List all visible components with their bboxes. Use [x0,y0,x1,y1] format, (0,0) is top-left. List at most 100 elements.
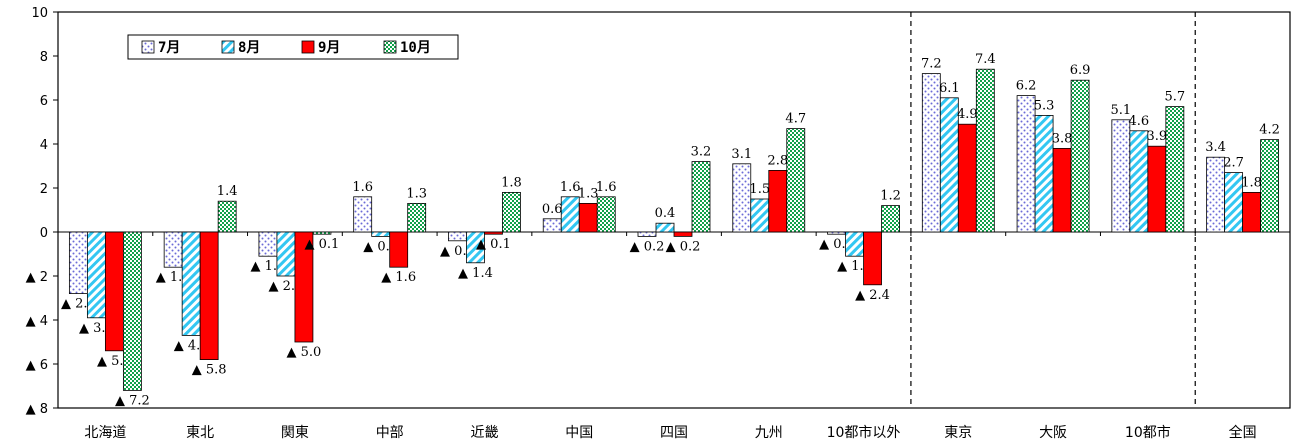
bar [484,231,503,235]
data-label: 1.3 [406,186,427,201]
bar [863,231,882,286]
bar [786,128,806,233]
data-label: ▲ 1.6 [381,270,416,285]
category-label: 近畿 [470,425,498,441]
bar [957,123,977,233]
data-label: 4.6 [1129,114,1150,129]
bar [1070,79,1090,233]
data-label: 1.8 [1241,175,1262,190]
y-tick-label: ▲ 8 [26,402,48,417]
bar [86,231,106,319]
data-label: ▲ 7.2 [115,393,150,408]
y-tick-label: 2 [40,182,48,197]
data-label: 1.5 [749,182,770,197]
legend-label: 9月 [318,40,340,56]
category-label: 大阪 [1039,425,1067,441]
bar [921,73,941,233]
data-label: ▲ 5.8 [192,363,227,378]
legend-swatch [383,40,397,54]
bar [371,231,391,237]
bar [975,68,995,233]
bar [217,200,237,233]
bar [845,231,864,257]
data-label: 1.6 [352,180,373,195]
bar [939,97,959,233]
data-label: 6.1 [939,81,960,96]
category-label: 九州 [755,425,783,441]
category-label: 関東 [281,425,309,441]
y-tick-label: 8 [40,50,48,65]
bar [1165,106,1185,233]
data-label: 3.9 [1147,129,1168,144]
plot-frame [57,11,1291,409]
data-label: 4.9 [957,107,978,122]
data-label: 2.8 [767,153,788,168]
bar [560,196,580,233]
y-tick-label: ▲ 6 [26,358,48,373]
bar [104,231,124,352]
bar [389,231,409,268]
data-label: ▲ 1.4 [458,266,493,281]
bar [1242,191,1262,233]
data-label: 1.3 [578,186,599,201]
bar [637,231,657,237]
data-label: 6.2 [1016,79,1037,94]
category-label: 東北 [186,425,214,441]
legend-swatch [221,40,235,54]
bar [1206,156,1226,233]
y-tick-label: ▲ 4 [26,314,48,329]
data-label: 2.7 [1223,156,1244,171]
y-tick-label: 4 [40,138,48,153]
bar [1147,145,1167,233]
data-label: ▲ 0.1 [476,237,511,252]
legend-swatch [301,40,315,54]
legend: 7月 8月 9月 10月 [127,34,459,60]
bar [276,231,296,277]
bar [750,198,770,233]
data-label: 5.1 [1111,103,1132,118]
y-tick-label: 10 [31,6,48,21]
data-label: 5.7 [1165,90,1186,105]
data-label: ▲ 0.2 [630,239,665,254]
data-label: 1.6 [596,180,617,195]
bar [655,222,675,233]
bar [1224,172,1244,233]
bar [1052,147,1072,233]
bar [691,161,711,233]
data-label: 4.7 [785,112,806,127]
bar [122,231,142,391]
data-label: 1.6 [560,180,581,195]
bar [258,231,278,257]
bar [1260,139,1280,233]
bar [578,202,598,233]
bar [353,196,373,233]
bar [1016,95,1036,233]
data-label: ▲ 0.2 [666,239,701,254]
category-label: 東京 [944,425,972,441]
bar [542,218,562,233]
plot-area: 10 8 6 4 2 0 ▲ 2 ▲ 4 ▲ 6 ▲ 8 北海道 東北 関東 中部 近畿 中国 四国 九州 10都市… [26,6,1291,441]
data-label: ▲ 2.4 [855,288,890,303]
data-label: 7.2 [921,57,942,72]
bar [466,231,485,264]
data-label: 1.8 [501,175,522,190]
data-label: 3.8 [1052,131,1073,146]
category-label: 四国 [660,425,688,441]
bar [768,169,788,233]
category-label: 中国 [565,425,593,441]
legend-swatch [141,40,155,54]
bar [163,231,183,268]
category-label: 10都市 [1125,424,1171,441]
legend-box [127,34,459,60]
y-tick-label: 6 [40,94,48,109]
data-label: 3.1 [731,147,752,162]
data-label: 6.9 [1070,63,1091,78]
data-label: 1.2 [880,189,901,204]
category-label: 中部 [376,425,404,441]
bar [673,231,693,237]
bar [732,163,752,233]
bar [502,191,521,233]
data-label: 0.6 [542,202,563,217]
bar [312,231,332,235]
